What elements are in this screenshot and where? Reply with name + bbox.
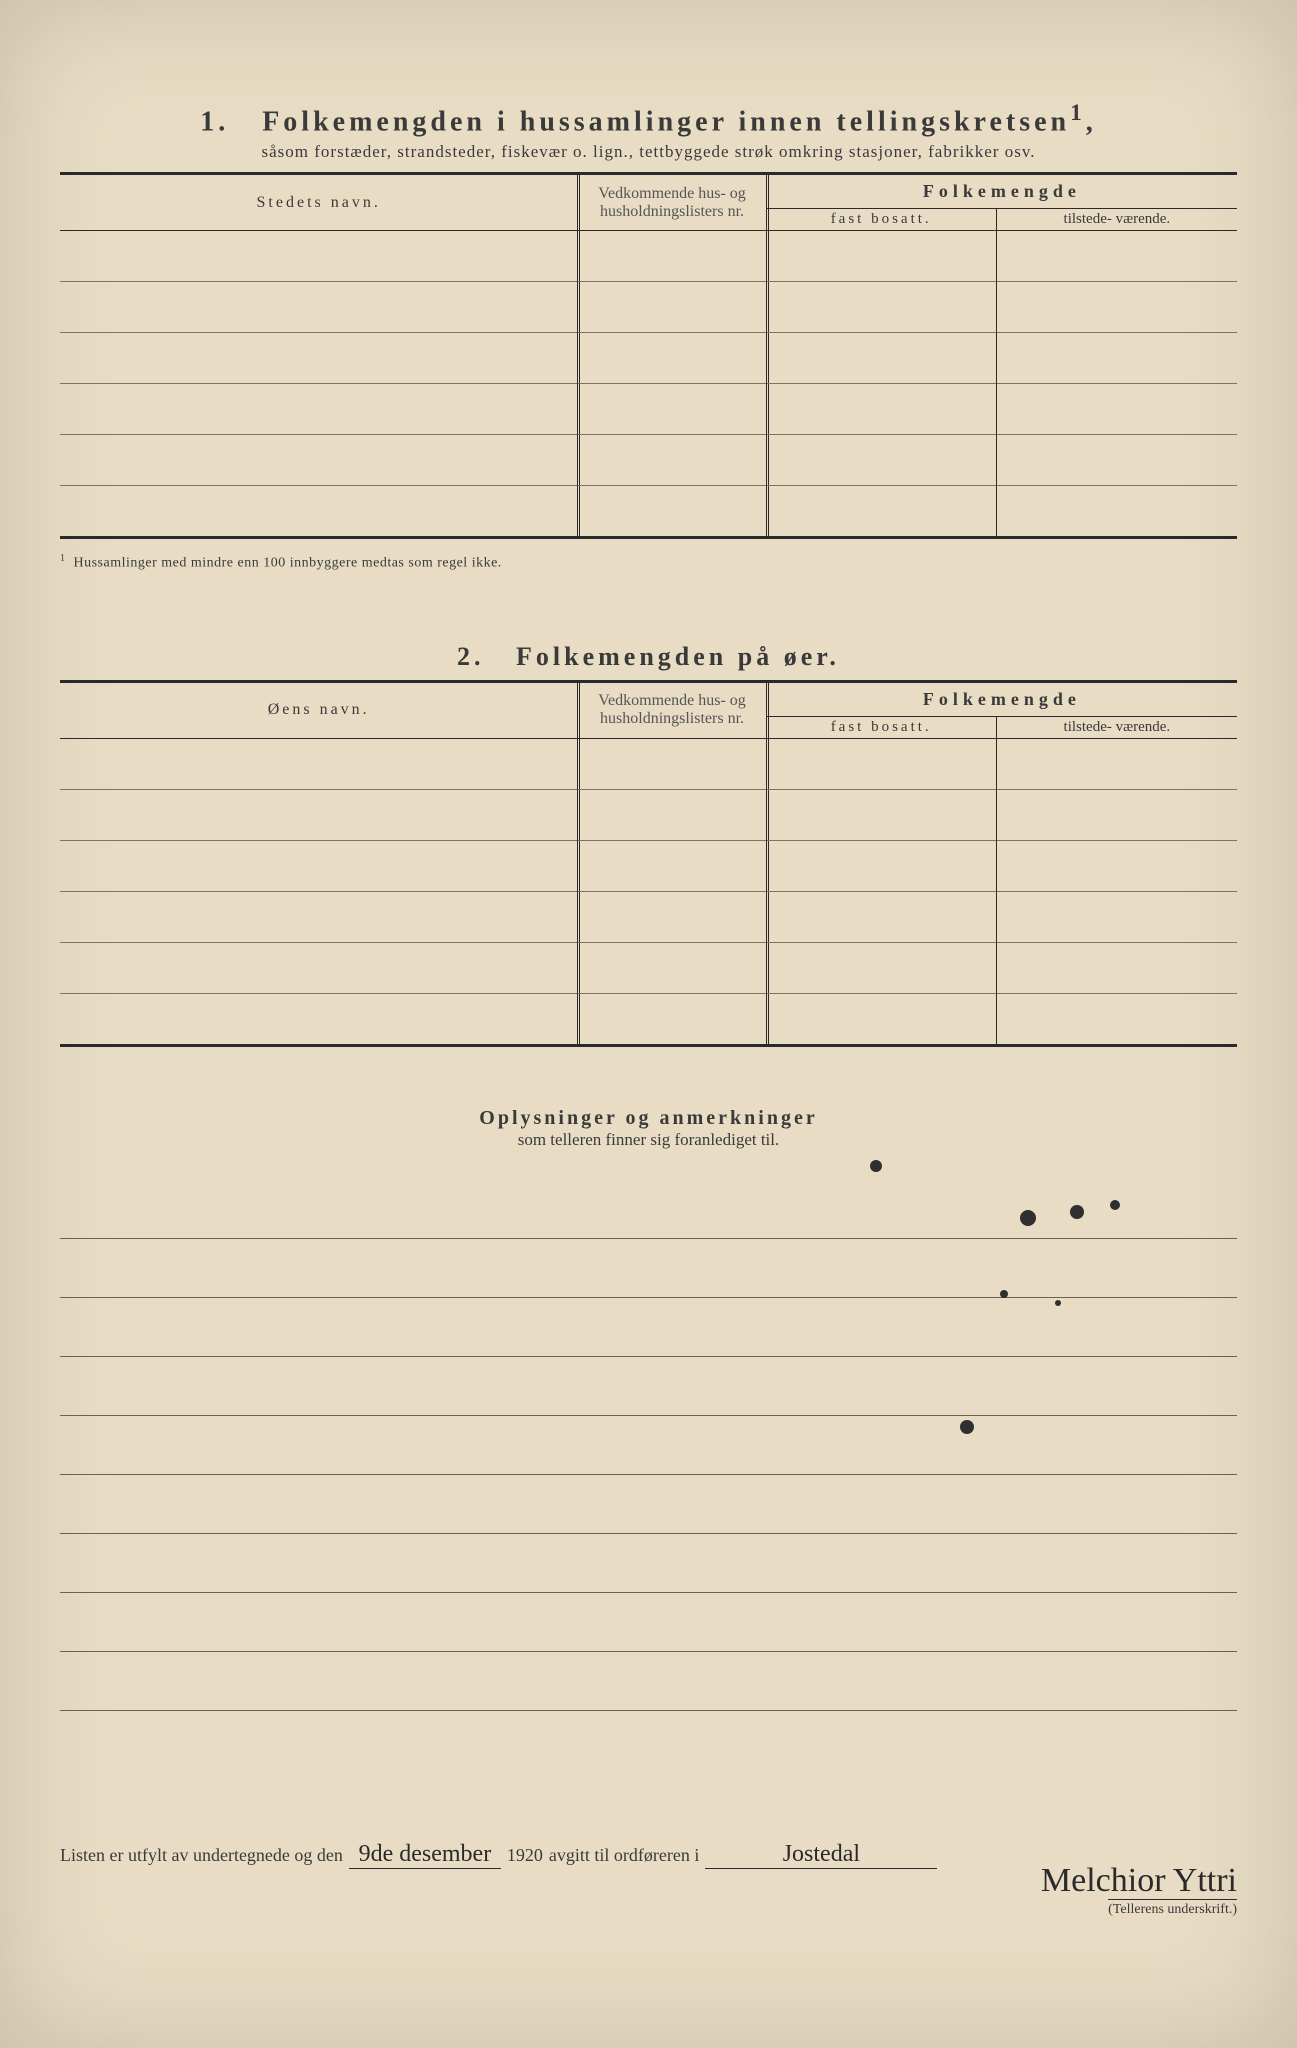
col-folkemengde: Folkemengde xyxy=(766,174,1237,209)
section2-rows xyxy=(60,738,1237,1045)
notes-subtitle: som telleren finner sig foranlediget til… xyxy=(60,1130,1237,1150)
table-row xyxy=(60,435,1237,486)
footnote-marker: 1 xyxy=(60,553,66,564)
section1-title-text: Folkemengden i hussamlinger innen tellin… xyxy=(262,106,1070,137)
ink-speck xyxy=(870,1160,882,1172)
note-line xyxy=(60,1593,1237,1652)
signature-caption: (Tellerens underskrift.) xyxy=(1108,1899,1237,1918)
col-fast: fast bosatt. xyxy=(766,209,996,231)
note-line xyxy=(60,1652,1237,1711)
section1-title: 1. Folkemengden i hussamlinger innen tel… xyxy=(60,100,1237,138)
ink-speck xyxy=(1020,1210,1036,1226)
col-oens-navn: Øens navn. xyxy=(60,681,578,738)
notes-title: Oplysninger og anmerkninger xyxy=(60,1107,1237,1130)
col-fast-2: fast bosatt. xyxy=(766,716,996,738)
ink-speck xyxy=(960,1420,974,1434)
col-tilstede: tilstede- værende. xyxy=(996,209,1237,231)
section1-title-sup: 1 xyxy=(1070,100,1086,126)
sig-prefix: Listen er utfylt av undertegnede og den xyxy=(60,1845,343,1866)
section2-title-text: Folkemengden på øer. xyxy=(516,642,840,671)
section2-title: 2. Folkemengden på øer. xyxy=(60,642,1237,672)
table-row xyxy=(60,738,1237,789)
notes-lines xyxy=(60,1180,1237,1711)
note-line xyxy=(60,1180,1237,1239)
sig-year: 1920 xyxy=(507,1845,543,1866)
section1-number: 1. xyxy=(200,106,229,137)
note-line xyxy=(60,1475,1237,1534)
col-tilstede-2: tilstede- værende. xyxy=(996,716,1237,738)
note-line xyxy=(60,1298,1237,1357)
note-line xyxy=(60,1239,1237,1298)
ink-speck xyxy=(1070,1205,1084,1219)
section1-rows xyxy=(60,231,1237,538)
sig-place-handwritten: Jostedal xyxy=(705,1841,937,1869)
col-stedets-navn: Stedets navn. xyxy=(60,174,578,231)
table-row xyxy=(60,993,1237,1045)
census-form-page: 1. Folkemengden i hussamlinger innen tel… xyxy=(0,0,1297,2048)
note-line xyxy=(60,1534,1237,1593)
note-line xyxy=(60,1357,1237,1416)
section1-subtitle: såsom forstæder, strandsteder, fiskevær … xyxy=(60,142,1237,162)
ink-speck xyxy=(1055,1300,1061,1306)
table-row xyxy=(60,333,1237,384)
col-lists-2: Vedkommende hus- og husholdningslisters … xyxy=(578,681,766,738)
section2-number: 2. xyxy=(457,642,485,671)
table-row xyxy=(60,789,1237,840)
footnote-text: Hussamlinger med mindre enn 100 innbygge… xyxy=(74,556,502,571)
table-row xyxy=(60,282,1237,333)
ink-speck xyxy=(1110,1200,1120,1210)
section1-table: Stedets navn. Vedkommende hus- og hushol… xyxy=(60,172,1237,539)
table-row xyxy=(60,840,1237,891)
sig-date-handwritten: 9de desember xyxy=(349,1841,501,1869)
table-row xyxy=(60,231,1237,282)
col-folkemengde-2: Folkemengde xyxy=(766,681,1237,716)
signature-block: Listen er utfylt av undertegnede og den … xyxy=(60,1841,1237,1899)
note-line xyxy=(60,1416,1237,1475)
table-row xyxy=(60,891,1237,942)
ink-speck xyxy=(1000,1290,1008,1298)
table-row xyxy=(60,486,1237,538)
col-lists: Vedkommende hus- og husholdningslisters … xyxy=(578,174,766,231)
table-row xyxy=(60,942,1237,993)
signature-handwritten: Melchior Yttri xyxy=(60,1863,1237,1899)
section1-footnote: 1 Hussamlinger med mindre enn 100 innbyg… xyxy=(60,553,1237,572)
section2-table: Øens navn. Vedkommende hus- og husholdni… xyxy=(60,680,1237,1047)
sig-mid: avgitt til ordføreren i xyxy=(549,1845,699,1866)
table-row xyxy=(60,384,1237,435)
